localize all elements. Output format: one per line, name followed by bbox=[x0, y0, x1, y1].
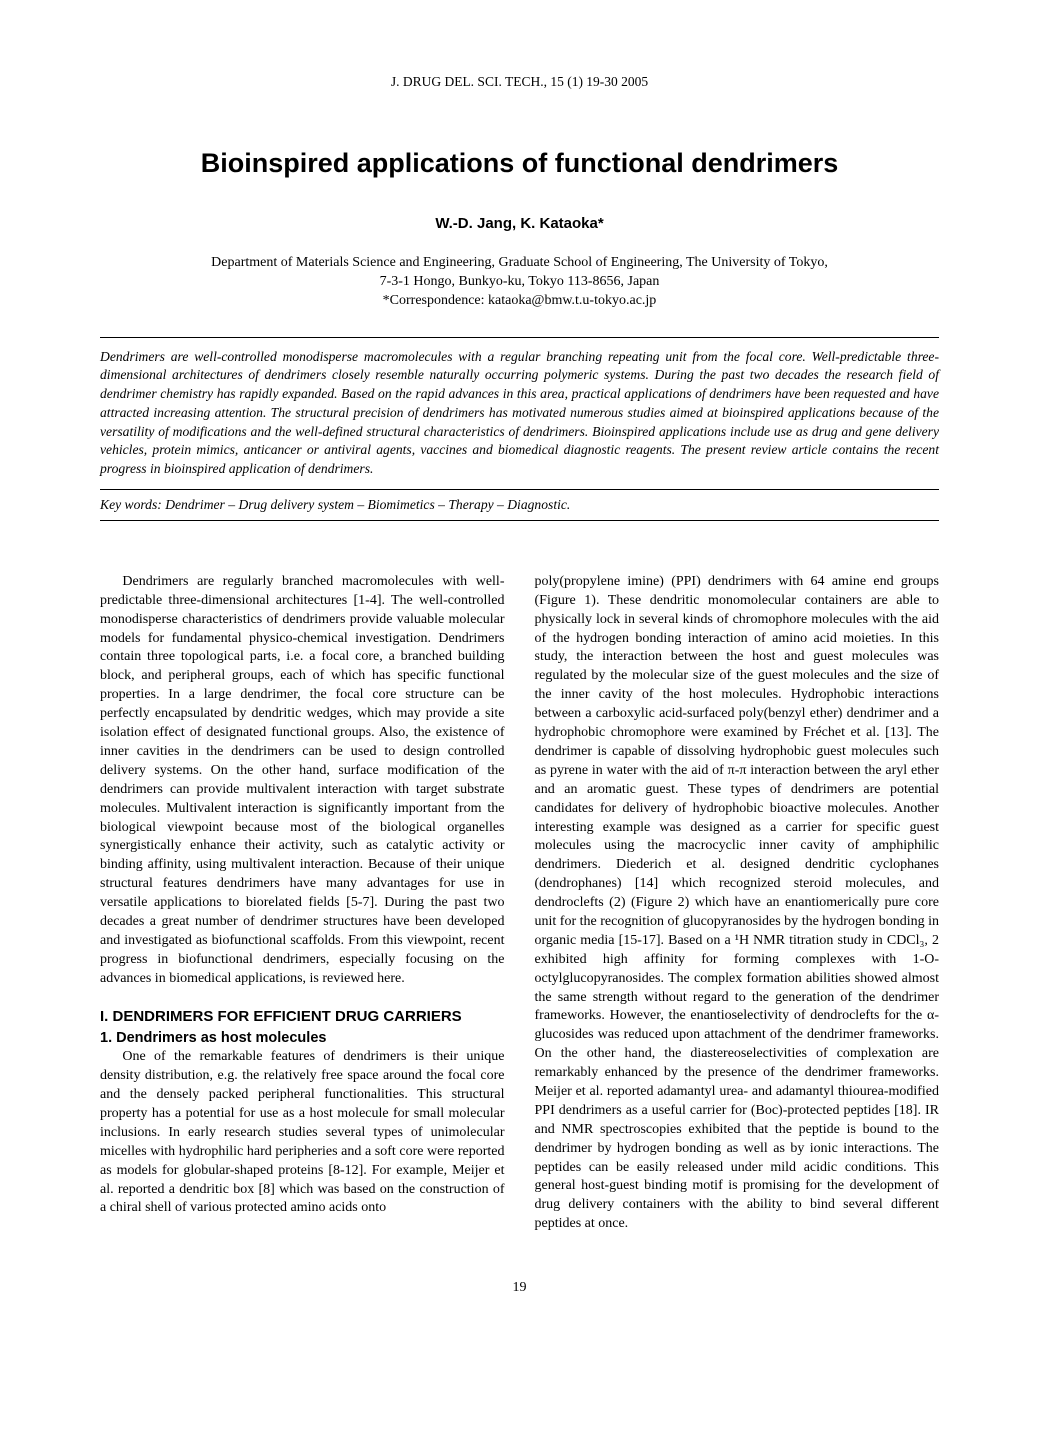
body-paragraph: poly(propylene imine) (PPI) dendrimers w… bbox=[535, 573, 940, 1234]
affiliation-line: Department of Materials Science and Engi… bbox=[100, 254, 939, 273]
keywords: Key words: Dendrimer – Drug delivery sys… bbox=[100, 490, 939, 520]
rule-bottom bbox=[100, 520, 939, 521]
article-title: Bioinspired applications of functional d… bbox=[100, 148, 939, 179]
section-heading: I. DENDRIMERS FOR EFFICIENT DRUG CARRIER… bbox=[100, 1007, 505, 1027]
body-columns: Dendrimers are regularly branched macrom… bbox=[100, 573, 939, 1234]
authors: W.-D. Jang, K. Kataoka* bbox=[100, 215, 939, 232]
abstract: Dendrimers are well-controlled monodispe… bbox=[100, 338, 939, 489]
page-number: 19 bbox=[100, 1280, 939, 1296]
column-right: poly(propylene imine) (PPI) dendrimers w… bbox=[535, 573, 940, 1234]
correspondence-line: *Correspondence: kataoka@bmw.t.u-tokyo.a… bbox=[100, 292, 939, 311]
column-left: Dendrimers are regularly branched macrom… bbox=[100, 573, 505, 1234]
subsection-heading: 1. Dendrimers as host molecules bbox=[100, 1029, 505, 1049]
affiliation-line: 7-3-1 Hongo, Bunkyo-ku, Tokyo 113-8656, … bbox=[100, 273, 939, 292]
affiliation-block: Department of Materials Science and Engi… bbox=[100, 254, 939, 311]
running-head: J. DRUG DEL. SCI. TECH., 15 (1) 19-30 20… bbox=[100, 74, 939, 90]
intro-paragraph: Dendrimers are regularly branched macrom… bbox=[100, 573, 505, 989]
body-paragraph: One of the remarkable features of dendri… bbox=[100, 1048, 505, 1218]
page: J. DRUG DEL. SCI. TECH., 15 (1) 19-30 20… bbox=[0, 0, 1039, 1356]
